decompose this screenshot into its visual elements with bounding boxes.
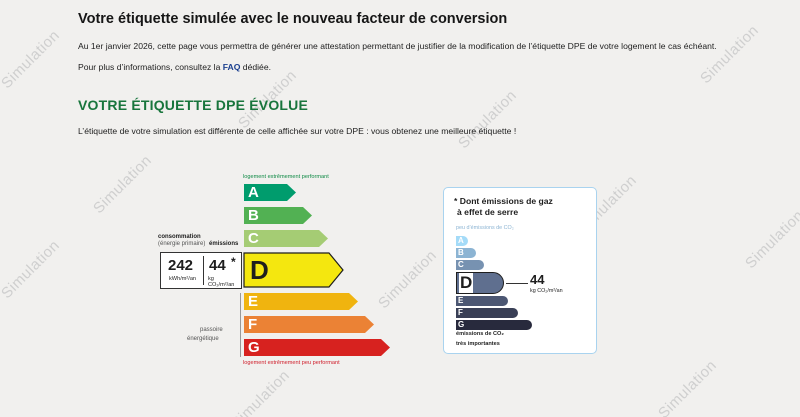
faq-link[interactable]: FAQ [222,62,241,72]
consumption-sublabel: (énergie primaire) [158,241,206,247]
watermark: Simulation [0,236,64,303]
watermark: Simulation [228,366,294,417]
ges-unit: kg CO₂/m²/an [530,288,563,294]
passoire-bracket [240,293,241,357]
ges-class-letter: G [458,320,465,329]
ges-class-d: D [456,272,504,294]
info-paragraph: Au 1er janvier 2026, cette page vous per… [78,41,717,51]
passoire-label-line2: énergétique [187,336,219,342]
ges-class-letter: F [458,308,463,317]
dpe-intro: L’étiquette de votre simulation est diff… [78,126,517,136]
ges-class-letter: C [458,260,464,269]
bottom-performance-label: logement extrêmement peu performant [243,360,340,366]
passoire-label-line1: passoire [200,327,223,333]
watermark: Simulation [375,246,441,313]
ges-class-f: F [456,308,518,318]
ges-bottom-line2: très importantes [456,341,500,347]
watermark: Simulation [655,356,721,417]
consumption-box: 242 kWh/m²/an 44 * kg CO₂/m²/an [160,252,242,289]
ges-class-letter: A [458,236,464,245]
ges-title-line1: * Dont émissions de gaz [454,196,553,206]
dpe-class-letter: C [248,230,259,247]
ges-class-g: G [456,320,532,330]
ges-top-label: peu d’émissions de CO₂ [456,225,514,231]
dpe-class-letter: D [250,255,269,285]
consumption-unit: kWh/m²/an [169,276,197,282]
faq-prefix: Pour plus d’informations, consultez la [78,62,223,72]
consumption-label: consommation [158,234,201,240]
dpe-class-letter: F [248,316,258,333]
watermark: Simulation [455,86,521,153]
ges-pointer-line [506,283,528,284]
emissions-label: émissions [209,241,239,247]
ges-class-b: B [456,248,476,258]
top-performance-label: logement extrêmement performant [243,174,329,180]
ges-card: * Dont émissions de gaz à effet de serre… [443,187,597,354]
watermark: Simulation [0,26,64,93]
dpe-class-letter: E [248,293,259,310]
ges-class-a: A [456,236,468,246]
dpe-class-letter: A [248,184,259,201]
ges-class-e: E [456,296,508,306]
emissions-value: 44 [209,257,226,274]
emissions-star: * [231,255,236,269]
dpe-section-title: VOTRE ÉTIQUETTE DPE ÉVOLUE [78,97,309,113]
ges-class-letter: D [459,273,474,293]
watermark: Simulation [90,151,156,218]
dpe-class-letter: G [248,339,260,356]
divider [203,256,204,285]
faq-paragraph: Pour plus d’informations, consultez la F… [78,62,271,72]
ges-class-letter: E [458,296,464,305]
consumption-value: 242 [168,257,194,274]
dpe-class-letter: B [248,207,259,224]
simulated-label-title: Votre étiquette simulée avec le nouveau … [78,11,508,27]
ges-class-c: C [456,260,484,270]
ges-value: 44 [530,272,545,287]
watermark: Simulation [697,21,763,88]
emissions-unit: kg CO₂/m²/an [208,276,235,288]
watermark: Simulation [742,206,800,273]
ges-bottom-line1: émissions de CO₂ [456,331,504,337]
ges-class-letter: B [458,248,464,257]
ges-title-line2: à effet de serre [457,207,519,217]
faq-suffix: dédiée. [240,62,271,72]
